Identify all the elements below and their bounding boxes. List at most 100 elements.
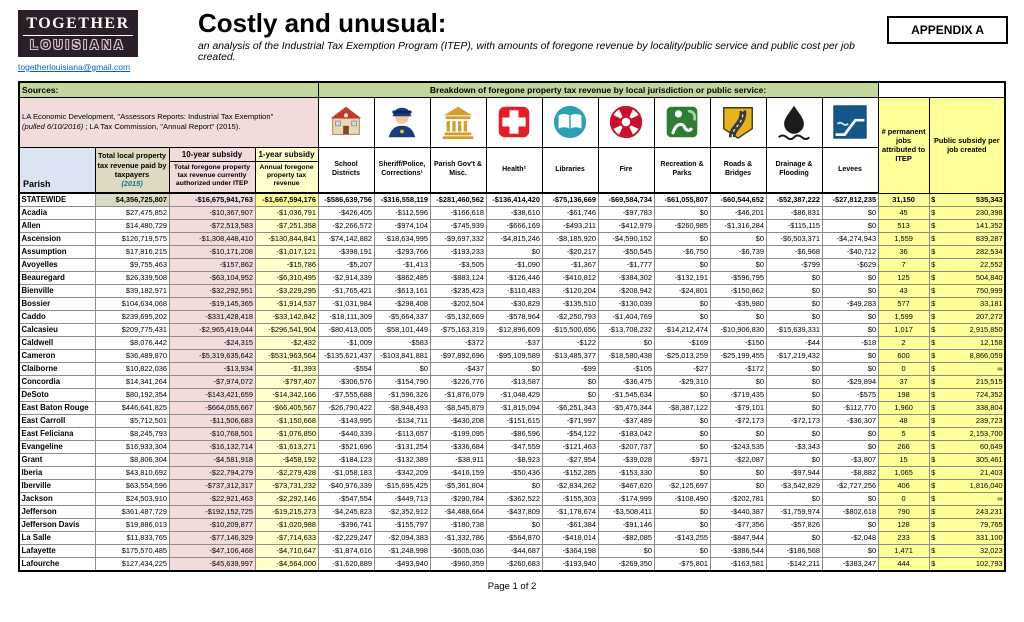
service-breakdown-value: -$183,042 [597,427,655,441]
ten-year-subsidy-value: -$45,639,997 [168,557,256,572]
service-breakdown-value: -$467,620 [597,479,655,493]
service-breakdown-value: $0 [653,232,711,246]
service-column-label: Libraries [541,146,599,194]
service-breakdown-value: $0 [653,206,711,220]
parish-name: Jefferson [18,505,96,519]
total-revenue-value: $127,434,225 [94,557,170,572]
one-year-subsidy-value: -$15,786 [254,258,319,272]
school-icon [317,96,375,148]
service-breakdown-value: -$6,968 [765,245,823,259]
service-breakdown-value: -$362,522 [485,492,543,506]
service-breakdown-value: -$6,251,343 [541,401,599,415]
service-breakdown-value: -$207,737 [597,440,655,454]
parish-row: Assumption $17,816,215 -$10,171,208 -$1,017… [18,245,1006,259]
service-breakdown-value: $0 [765,388,823,402]
email-link[interactable]: togetherlouisiana@gmail.com [18,62,131,72]
jobs-value: 444 [877,557,930,572]
service-breakdown-value: $0 [597,544,655,558]
sources-line-2: (pulled 6/10/2016) ; LA Tax Commission, … [22,122,241,131]
service-breakdown-value: -$6,739 [709,245,767,259]
one-year-subsidy-value: -$531,963,564 [254,349,319,363]
service-column-label: School Districts [317,146,375,194]
service-breakdown-value: -$974,104 [373,219,431,233]
total-revenue-value: $4,356,725,807 [94,192,170,207]
service-breakdown-value: -$18,634,995 [373,232,431,246]
service-breakdown-value: -$13,708,232 [597,323,655,337]
subsidy-per-job-value: $ ∞ [928,492,1006,506]
service-breakdown-value: -$72,173 [709,414,767,428]
service-breakdown-value: -$1,090 [485,258,543,272]
parish-row: Ascension $126,719,575 -$1,308,448,410 -$13… [18,232,1006,246]
service-breakdown-value: -$202,504 [429,297,487,311]
service-breakdown-value: -$77,356 [709,518,767,532]
service-breakdown-value: -$293,766 [373,245,431,259]
ten-year-subsidy-value: -$19,145,365 [168,297,256,311]
service-breakdown-value: -$14,212,474 [653,323,711,337]
subsidy-per-job-value: $338,804 [928,401,1006,415]
service-breakdown-value: -$3,807 [821,453,879,467]
service-breakdown-value: -$18,111,309 [317,310,375,324]
service-breakdown-value: -$169 [653,336,711,350]
statewide-row: STATEWIDE $4,356,725,807 -$16,675,941,763-… [18,192,1006,207]
one-year-subsidy-value: -$1,914,537 [254,297,319,311]
ten-year-subsidy-value: -$16,675,941,763 [168,192,256,207]
service-breakdown-value: -$50,545 [597,245,655,259]
service-breakdown-value: -$155,303 [541,492,599,506]
service-breakdown-value: -$5,361,804 [429,479,487,493]
jobs-value: 125 [877,271,930,285]
ten-year-subsidy-value: -$22,921,463 [168,492,256,506]
ten-year-subsidy-value: -$77,146,329 [168,531,256,545]
parish-row: Evangeline $16,933,304 -$16,132,714 -$1,613… [18,440,1006,454]
service-breakdown-value: -$396,741 [317,518,375,532]
one-year-subsidy-value: -$1,393 [254,362,319,376]
parish-row: Lafourche $127,434,225 -$45,639,997 -$4,564… [18,557,1006,572]
breakdown-label: Breakdown of foregone property tax reven… [317,81,879,98]
sources-line-1: LA Economic Development, "Assessors Repo… [22,112,274,122]
service-breakdown-value: -$29,894 [821,375,879,389]
subsidy-per-job-value: $2,153,700 [928,427,1006,441]
service-breakdown-value: -$61,384 [541,518,599,532]
total-revenue-value: $14,480,729 [94,219,170,233]
parish-row: East Feliciana $8,245,793 -$10,768,501 -$1,… [18,427,1006,441]
jobs-value: 1,960 [877,401,930,415]
service-breakdown-value: -$10,906,830 [709,323,767,337]
parish-row: Calcasieu $209,775,431 -$2,965,419,044 -$29… [18,323,1006,337]
police-icon [373,96,431,148]
service-breakdown-value: -$412,979 [597,219,655,233]
table-body: STATEWIDE $4,356,725,807 -$16,675,941,763-… [18,192,1006,572]
ten-year-subsidy-value: -$16,132,714 [168,440,256,454]
service-breakdown-value: -$150 [709,336,767,350]
total-revenue-value: $27,475,852 [94,206,170,220]
service-breakdown-value: -$108,490 [653,492,711,506]
service-breakdown-value: -$629 [821,258,879,272]
health-cross-icon [485,96,543,148]
service-breakdown-value: -$91,146 [597,518,655,532]
parish-row: Jefferson $361,487,729 -$192,152,725 -$19,2… [18,505,1006,519]
service-breakdown-value: $0 [765,310,823,324]
service-breakdown-value: $0 [653,505,711,519]
total-revenue-value: $26,339,508 [94,271,170,285]
subsidy-per-job-value: $2,915,850 [928,323,1006,337]
one-year-subsidy-value: -$1,020,988 [254,518,319,532]
one-year-subsidy-value: -$7,251,358 [254,219,319,233]
ten-year-subsidy-value: -$63,104,952 [168,271,256,285]
service-breakdown-value: -$97,892,696 [429,349,487,363]
service-breakdown-value: $0 [821,349,879,363]
service-breakdown-value: -$184,123 [317,453,375,467]
service-breakdown-value: $0 [765,297,823,311]
service-breakdown-value: -$120,204 [541,284,599,298]
parish-name: East Baton Rouge [18,401,96,415]
subsidy-per-job-value: $239,723 [928,414,1006,428]
service-breakdown-value: -$260,985 [653,219,711,233]
service-breakdown-value: -$61,746 [541,206,599,220]
service-breakdown-value: -$440,387 [709,505,767,519]
service-breakdown-value: $0 [485,518,543,532]
subsidy-per-job-value: $504,840 [928,271,1006,285]
parish-row: Lafayette $175,570,485 -$47,106,468 -$4,710… [18,544,1006,558]
one-year-subsidy-value: -$1,076,850 [254,427,319,441]
service-breakdown-value: -$316,558,119 [373,192,431,207]
one-year-subsidy-value: -$2,432 [254,336,319,350]
service-breakdown-value: $0 [485,245,543,259]
service-breakdown-value: -$135,621,437 [317,349,375,363]
service-breakdown-value: -$430,208 [429,414,487,428]
